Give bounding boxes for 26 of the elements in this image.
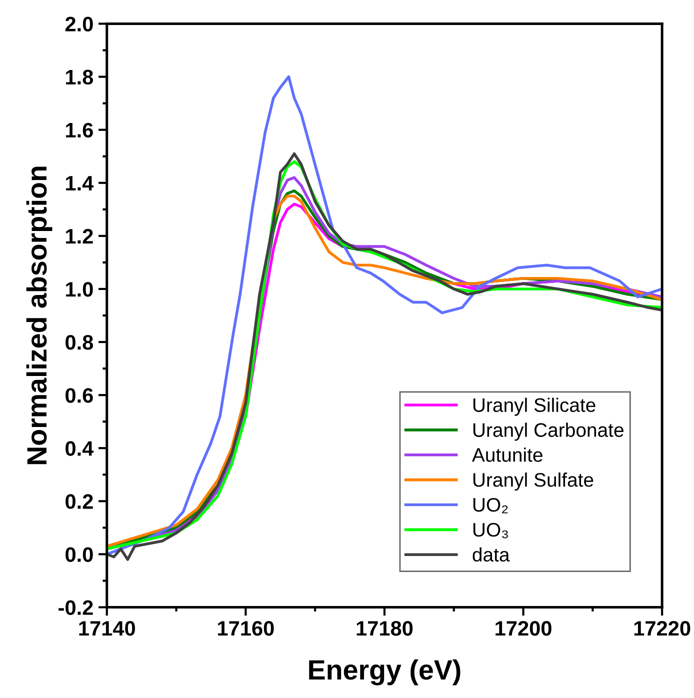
y-tick-label: 0.4 xyxy=(66,441,94,456)
y-tick-label: 0.6 xyxy=(66,388,93,403)
x-tick-label: 17160 xyxy=(218,621,274,636)
x-axis-title: Energy (eV) xyxy=(309,659,460,686)
legend-label: Autunite xyxy=(472,448,542,462)
y-tick-label: 0.8 xyxy=(66,335,94,350)
y-axis-title: Normalized absorption xyxy=(26,166,52,464)
x-tick-label: 17180 xyxy=(356,621,413,636)
legend-label: Uranyl Sulfate xyxy=(473,472,594,491)
legend-label: Uranyl Carbonate xyxy=(473,422,624,441)
y-tick-label: 2.0 xyxy=(65,16,93,32)
x-tick-label: 17140 xyxy=(79,621,135,636)
legend-label: data xyxy=(472,547,510,562)
y-tick-label: 1.8 xyxy=(66,70,94,85)
y-tick-label: 0.0 xyxy=(66,547,93,562)
legend-label: Uranyl Silicate xyxy=(473,398,596,416)
y-tick-label: 1.2 xyxy=(66,228,93,244)
y-tick-label: 0.2 xyxy=(66,494,93,509)
x-tick-label: 17220 xyxy=(634,621,690,636)
y-tick-label: -0.2 xyxy=(58,600,93,616)
x-tick-label: 17200 xyxy=(496,621,552,636)
legend-label: UO₃ xyxy=(473,522,508,538)
y-tick-label: 1.6 xyxy=(66,122,93,138)
y-tick-label: 1.0 xyxy=(66,282,93,297)
legend-label: UO₂ xyxy=(473,498,508,514)
y-tick-label: 1.4 xyxy=(66,176,94,190)
